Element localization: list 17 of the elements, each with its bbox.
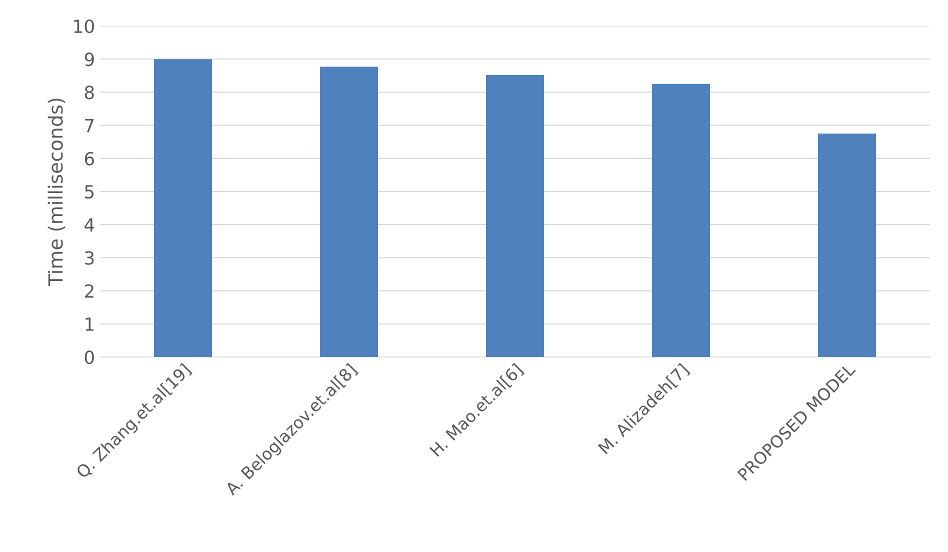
y-tick-label: 8 (84, 86, 94, 100)
bar (320, 66, 378, 357)
y-tick-label: 10 (74, 19, 94, 34)
y-tick-label: 2 (84, 284, 94, 298)
bar (818, 134, 876, 357)
y-tick-label: 4 (84, 218, 94, 232)
y-tick-label: 7 (85, 118, 94, 132)
y-tick-label: 5 (85, 185, 94, 199)
y-tick-label: 1 (86, 318, 94, 331)
bar (486, 74, 544, 357)
y-axis-title: Time (milliseconds) (48, 98, 66, 286)
y-tick-label: 6 (84, 152, 94, 166)
y-tick-label: 3 (85, 251, 94, 265)
y-tick-label: 0 (84, 350, 94, 364)
bar (652, 84, 710, 357)
bar (154, 59, 212, 357)
y-tick-label: 9 (84, 52, 94, 66)
